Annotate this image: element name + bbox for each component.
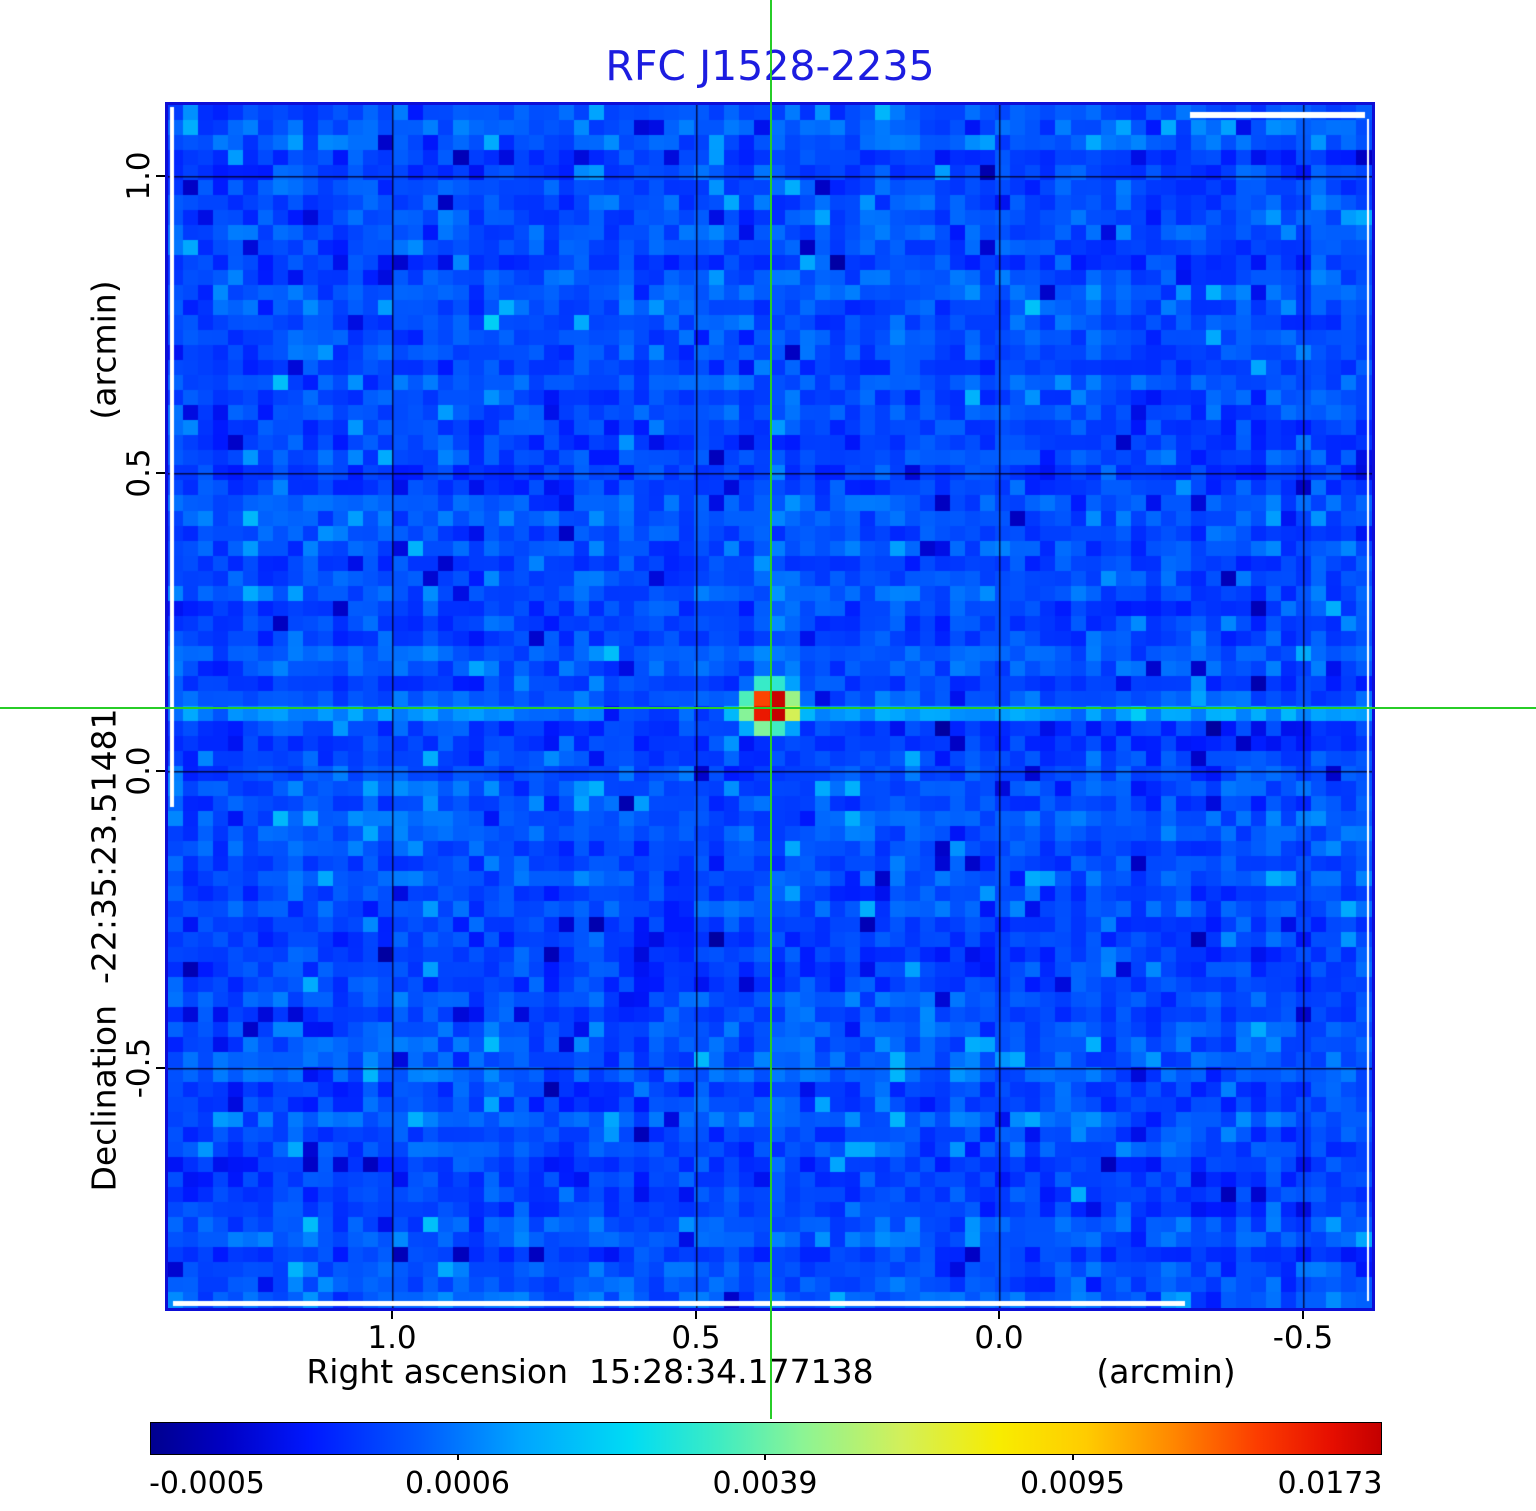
x-tick-label: 0.5 — [671, 1320, 721, 1356]
x-tick-mark — [695, 1311, 697, 1319]
x-tick-label: -0.5 — [1272, 1320, 1334, 1356]
colorbar-tick-label: 0.0173 — [1277, 1466, 1383, 1501]
colorbar-tick-mark — [1071, 1454, 1074, 1460]
x-tick-mark — [998, 1311, 1000, 1319]
x-axis-unit: (arcmin) — [1096, 1352, 1236, 1391]
y-tick-label: 0.0 — [121, 746, 157, 796]
y-axis-label: Declination -22:35:23.51481 — [84, 708, 124, 1192]
colorbar-tick-mark — [764, 1454, 766, 1460]
y-axis-unit: (arcmin) — [84, 280, 124, 420]
colorbar-tick-label: 0.0039 — [712, 1466, 818, 1501]
x-tick-label: 0.0 — [974, 1320, 1024, 1356]
colorbar — [150, 1422, 1382, 1455]
x-tick-mark — [1302, 1311, 1304, 1319]
colorbar-tick-label: 0.0095 — [1020, 1466, 1125, 1501]
x-tick-mark — [391, 1311, 393, 1319]
colorbar-tick-label: -0.0005 — [149, 1466, 265, 1501]
x-tick-label: 1.0 — [367, 1320, 417, 1356]
y-tick-mark — [156, 472, 165, 474]
y-tick-label: -0.5 — [121, 1037, 157, 1099]
crosshair-horizontal-line — [0, 707, 1536, 709]
colorbar-tick-mark — [456, 1454, 459, 1460]
y-tick-mark — [156, 1067, 165, 1069]
y-tick-mark — [156, 175, 165, 177]
x-axis-label: Right ascension 15:28:34.177138 — [306, 1352, 874, 1391]
y-tick-label: 0.5 — [121, 448, 157, 498]
crosshair-vertical-line — [770, 0, 772, 1419]
y-tick-mark — [156, 770, 165, 772]
y-tick-label: 1.0 — [121, 151, 157, 201]
colorbar-tick-label: 0.0006 — [405, 1466, 510, 1501]
